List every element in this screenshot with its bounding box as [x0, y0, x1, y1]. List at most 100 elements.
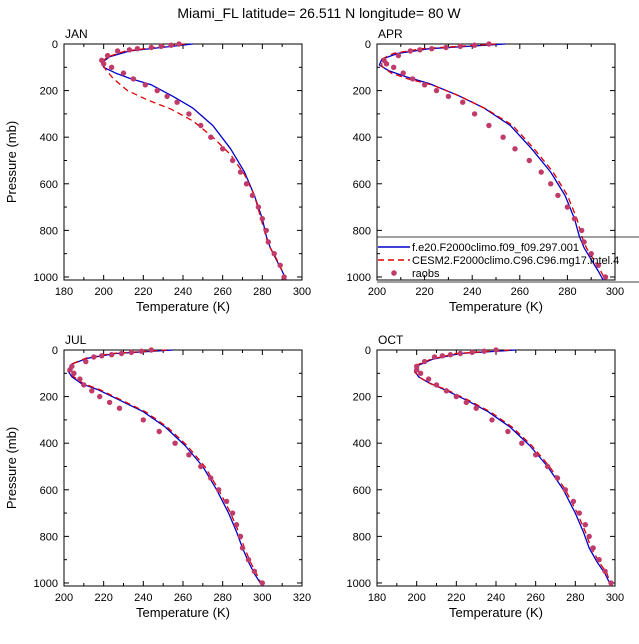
raobs-point — [223, 498, 230, 505]
raobs-point — [486, 122, 492, 129]
y-tick-label: 1000 — [34, 578, 58, 590]
raobs-point — [443, 388, 450, 394]
x-tick-label: 240 — [134, 592, 152, 604]
x-tick-label: 200 — [94, 286, 112, 298]
x-axis-label: Temperature (K) — [136, 605, 230, 620]
x-tick-label: 300 — [606, 286, 624, 298]
raobs-point — [259, 580, 265, 586]
y-axis-label: Pressure (mb) — [4, 121, 19, 203]
raobs-point — [263, 227, 269, 234]
raobs-point — [138, 348, 145, 354]
x-tick-label: 240 — [487, 592, 505, 604]
raobs-point — [277, 262, 283, 268]
raobs-point — [407, 48, 413, 54]
raobs-point — [500, 134, 506, 140]
legend-label: CESM2.F2000climo.C96.C96.mg17.intel.4 — [412, 255, 619, 267]
raobs-point — [481, 348, 487, 354]
raobs-point — [588, 251, 594, 257]
x-tick-label: 280 — [566, 592, 584, 604]
figure-title: Miami_FL latitude= 26.511 N longitude= 8… — [177, 5, 461, 21]
raobs-point — [579, 227, 585, 234]
x-tick-label: 180 — [368, 592, 386, 604]
raobs-point — [229, 510, 236, 516]
raobs-point — [220, 146, 226, 152]
raobs-point — [259, 216, 265, 222]
legend-marker-raobs — [391, 270, 397, 276]
raobs-point — [148, 347, 154, 353]
raobs-point — [118, 350, 125, 357]
raobs-point — [421, 82, 428, 88]
panel-label: JAN — [65, 27, 88, 41]
raobs-point — [538, 169, 544, 175]
plot-frame — [63, 43, 303, 281]
raobs-point — [602, 274, 609, 280]
raobs-point — [108, 64, 115, 71]
x-axis-label: Temperature (K) — [449, 605, 543, 620]
y-tick-label: 800 — [40, 531, 58, 543]
legend-label: raobs — [412, 268, 440, 280]
x-tick-label: 320 — [293, 592, 311, 604]
raobs-point — [140, 417, 146, 423]
y-tick-label: 200 — [40, 86, 58, 98]
raobs-point — [453, 393, 459, 400]
x-tick-label: 200 — [407, 592, 425, 604]
series-line-cesm2 — [381, 43, 607, 281]
raobs-point — [126, 47, 133, 53]
x-tick-label: 220 — [415, 286, 433, 298]
raobs-point — [564, 204, 571, 210]
raobs-point — [91, 354, 97, 360]
raobs-point — [471, 42, 478, 48]
raobs-point — [457, 43, 463, 49]
raobs-point — [544, 463, 551, 470]
y-tick-label: 400 — [40, 132, 58, 144]
panel-jan: JAN 180 200 220 240 260 280 300 0 200 400 600 800 100… — [4, 27, 311, 314]
raobs-point — [395, 52, 402, 59]
series-line-cesm2 — [101, 43, 287, 281]
raobs-point — [71, 370, 77, 376]
raobs-point — [489, 417, 495, 423]
raobs-point — [239, 545, 246, 551]
y-tick-label: 600 — [40, 485, 58, 497]
raobs-point — [216, 487, 222, 493]
raobs-point — [460, 99, 466, 105]
raobs-point — [526, 157, 532, 164]
panel-label: JUL — [65, 333, 87, 347]
y-tick-label: 0 — [52, 345, 58, 357]
x-tick-label: 240 — [463, 286, 481, 298]
raobs-point — [158, 43, 164, 49]
raobs-point — [586, 533, 592, 540]
raobs-point — [447, 352, 454, 358]
panel-label: OCT — [378, 333, 404, 347]
raobs-point — [77, 376, 83, 382]
plot-frame — [63, 349, 303, 587]
y-tick-label: 0 — [365, 345, 371, 357]
raobs-point — [116, 405, 123, 411]
raobs-point — [391, 64, 397, 71]
raobs-point — [83, 358, 89, 365]
raobs-point — [67, 367, 73, 373]
y-tick-label: 1000 — [34, 272, 58, 284]
legend: f.e20.F2000climo.f09_f09.297.001CESM2.F2… — [377, 236, 639, 283]
panel-label: APR — [378, 27, 403, 41]
panel-apr: APR 200 220 240 260 280 300 0 200 400 600 800 1000 Te… — [347, 27, 625, 314]
x-tick-label: 260 — [511, 286, 529, 298]
raobs-point — [596, 557, 602, 563]
raobs-point — [590, 545, 596, 551]
y-tick-label: 1000 — [347, 578, 371, 590]
raobs-point — [463, 399, 469, 406]
series-line-cesm2 — [414, 349, 612, 587]
raobs-point — [469, 349, 475, 355]
raobs-point — [120, 70, 127, 76]
raobs-point — [198, 463, 204, 470]
raobs-point — [417, 370, 424, 376]
raobs-point — [431, 354, 438, 360]
raobs-point — [134, 46, 141, 52]
raobs-point — [114, 48, 121, 54]
raobs-point — [237, 169, 244, 175]
y-tick-label: 200 — [353, 392, 371, 404]
raobs-point — [243, 181, 250, 187]
raobs-point — [186, 111, 192, 117]
y-tick-label: 600 — [40, 179, 58, 191]
raobs-point — [233, 522, 240, 528]
